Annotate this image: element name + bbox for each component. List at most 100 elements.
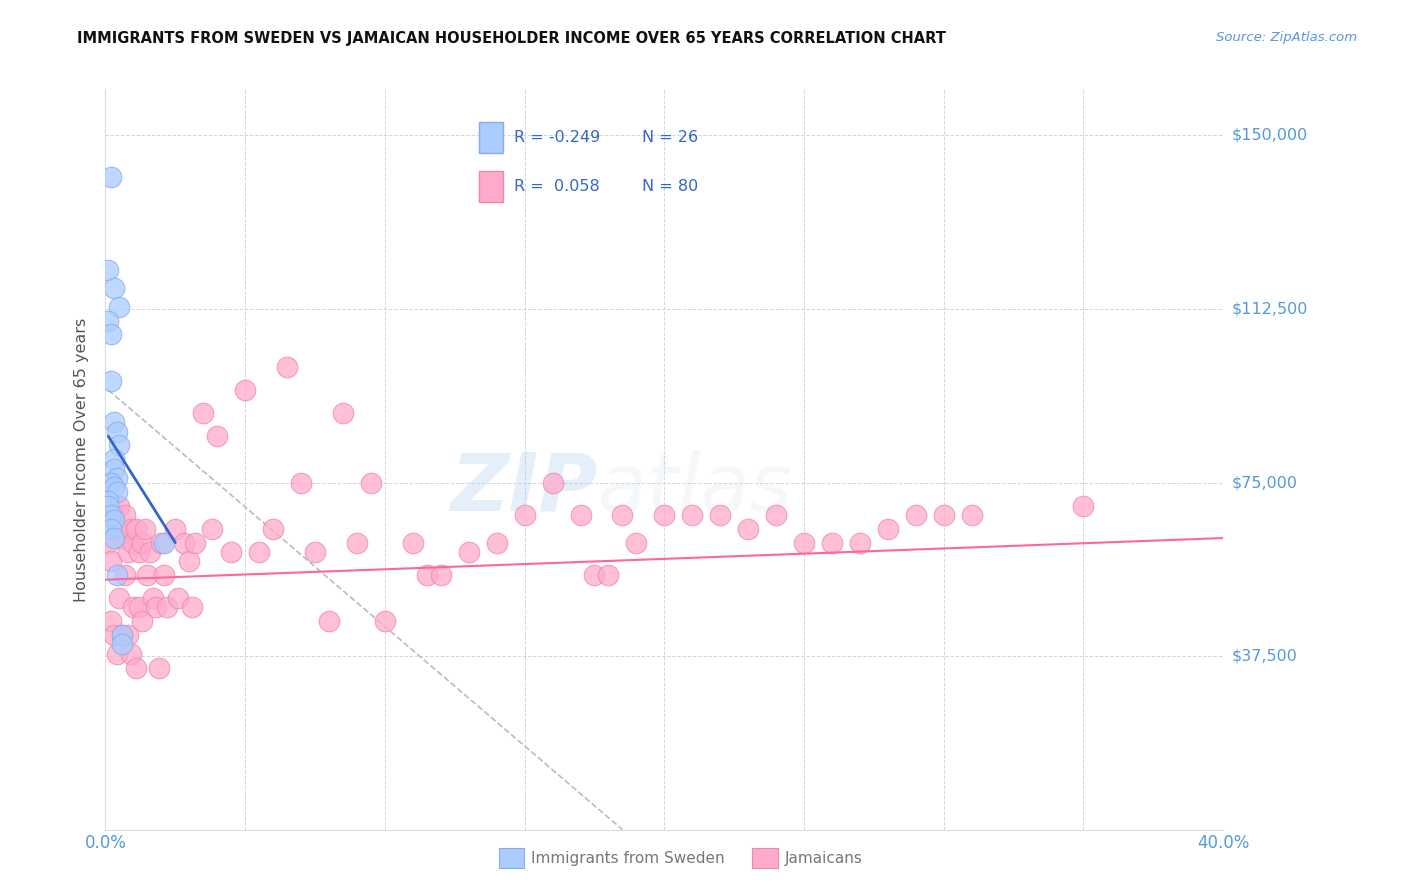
Point — [103, 415, 125, 429]
Point — [150, 535, 173, 549]
Point — [304, 545, 326, 559]
Point — [201, 522, 224, 536]
Point — [117, 628, 139, 642]
Point — [125, 660, 148, 674]
Point — [103, 281, 125, 295]
Point — [233, 383, 256, 397]
Point — [103, 480, 125, 494]
Point — [131, 615, 153, 629]
Point — [120, 647, 142, 661]
Point — [100, 475, 122, 490]
Point — [276, 359, 298, 374]
Text: $37,500: $37,500 — [1232, 648, 1298, 664]
Point — [184, 535, 207, 549]
Point — [598, 568, 620, 582]
Text: R =  0.058: R = 0.058 — [513, 179, 599, 194]
Point — [100, 170, 122, 185]
Point — [100, 327, 122, 342]
Point — [145, 600, 167, 615]
Point — [541, 475, 564, 490]
Point — [156, 600, 179, 615]
Point — [485, 535, 508, 549]
Point — [97, 313, 120, 327]
Text: Immigrants from Sweden: Immigrants from Sweden — [531, 851, 725, 865]
Point — [128, 600, 150, 615]
Point — [97, 262, 120, 277]
Point — [583, 568, 606, 582]
Point — [360, 475, 382, 490]
Text: Source: ZipAtlas.com: Source: ZipAtlas.com — [1216, 31, 1357, 45]
Point — [97, 499, 120, 513]
Point — [821, 535, 844, 549]
Point — [128, 545, 150, 559]
Point — [181, 600, 204, 615]
Text: Jamaicans: Jamaicans — [785, 851, 862, 865]
Text: N = 80: N = 80 — [643, 179, 699, 194]
Point — [247, 545, 270, 559]
Point — [103, 628, 125, 642]
Point — [165, 522, 187, 536]
Point — [626, 535, 648, 549]
Point — [100, 522, 122, 536]
Point — [290, 475, 312, 490]
Point — [111, 637, 134, 651]
Point — [457, 545, 479, 559]
Point — [108, 438, 131, 452]
Point — [100, 615, 122, 629]
Point — [737, 522, 759, 536]
Point — [193, 406, 215, 420]
Point — [416, 568, 439, 582]
Point — [131, 535, 153, 549]
Point — [219, 545, 242, 559]
Text: atlas: atlas — [598, 450, 792, 528]
Point — [111, 628, 134, 642]
Point — [153, 568, 176, 582]
Point — [105, 522, 128, 536]
Point — [108, 300, 131, 314]
Point — [877, 522, 900, 536]
Point — [97, 535, 120, 549]
Point — [114, 508, 136, 522]
Text: $112,500: $112,500 — [1232, 301, 1308, 317]
Point — [136, 568, 159, 582]
Point — [374, 615, 396, 629]
Point — [346, 535, 368, 549]
Point — [122, 535, 145, 549]
Point — [430, 568, 453, 582]
Point — [139, 545, 162, 559]
Point — [114, 568, 136, 582]
Point — [960, 508, 983, 522]
Point — [179, 554, 201, 568]
Point — [612, 508, 634, 522]
Point — [100, 508, 122, 522]
Point — [207, 429, 229, 443]
Text: IMMIGRANTS FROM SWEDEN VS JAMAICAN HOUSEHOLDER INCOME OVER 65 YEARS CORRELATION : IMMIGRANTS FROM SWEDEN VS JAMAICAN HOUSE… — [77, 31, 946, 46]
FancyBboxPatch shape — [479, 171, 503, 202]
Point — [103, 508, 125, 522]
Point — [103, 531, 125, 545]
Point — [103, 512, 125, 526]
Point — [332, 406, 354, 420]
Point — [654, 508, 676, 522]
Point — [849, 535, 872, 549]
Point — [793, 535, 815, 549]
Point — [125, 522, 148, 536]
Text: $150,000: $150,000 — [1232, 128, 1308, 143]
Point — [120, 522, 142, 536]
Point — [108, 591, 131, 606]
Point — [108, 499, 131, 513]
Point — [173, 535, 195, 549]
Y-axis label: Householder Income Over 65 years: Householder Income Over 65 years — [75, 318, 90, 601]
Point — [97, 494, 120, 508]
Point — [100, 374, 122, 388]
Point — [142, 591, 165, 606]
Point — [513, 508, 536, 522]
Point — [765, 508, 787, 522]
Text: R = -0.249: R = -0.249 — [513, 130, 600, 145]
Point — [167, 591, 190, 606]
Point — [148, 660, 170, 674]
Point — [1073, 499, 1095, 513]
Point — [402, 535, 425, 549]
Point — [932, 508, 955, 522]
FancyBboxPatch shape — [479, 122, 503, 153]
